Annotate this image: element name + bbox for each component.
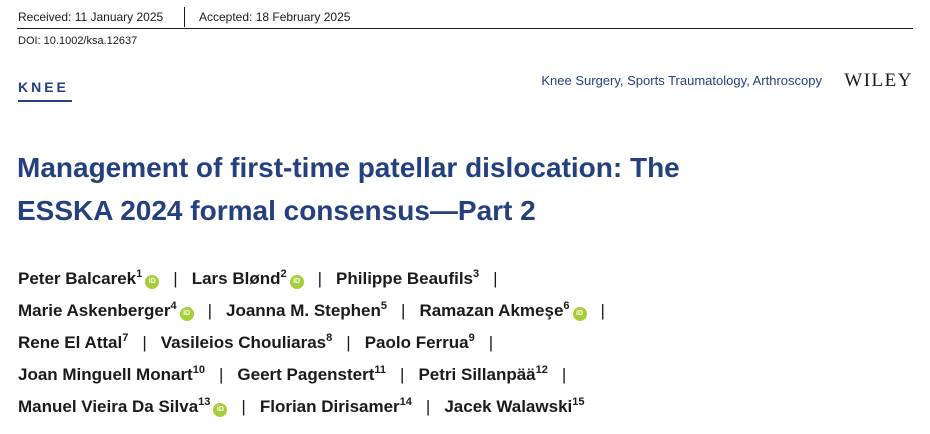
author-name: Petri Sillanpää bbox=[418, 365, 536, 384]
author-name: Joan Minguell Monart bbox=[18, 365, 193, 384]
separator: | bbox=[425, 397, 431, 416]
author-name: Ramazan Akmeşe bbox=[419, 301, 564, 320]
author-line: Peter Balcarek1iD | Lars Blønd2iD | Philippe… bbox=[18, 263, 918, 295]
affiliation-number: 9 bbox=[468, 332, 475, 344]
author[interactable]: Philippe Beaufils3 bbox=[336, 268, 480, 289]
affiliation-number: 10 bbox=[192, 364, 205, 376]
affiliation-number: 7 bbox=[122, 332, 129, 344]
title-line-1: Management of first-time patellar disloc… bbox=[17, 152, 680, 183]
affiliation-number: 15 bbox=[572, 396, 585, 408]
author[interactable]: Joanna M. Stephen5 bbox=[225, 300, 388, 321]
author-name: Marie Askenberger bbox=[18, 301, 171, 320]
author-name: Geert Pagenstert bbox=[237, 365, 375, 384]
author-name: Jacek Walawski bbox=[444, 397, 573, 416]
author[interactable]: Manuel Vieira Da Silva13iD bbox=[18, 396, 228, 417]
title-line-2: ESSKA 2024 formal consensus—Part 2 bbox=[17, 195, 536, 226]
author-name: Vasileios Chouliaras bbox=[160, 333, 327, 352]
separator: | bbox=[600, 301, 605, 320]
author-name: Lars Blønd bbox=[191, 269, 281, 288]
author-line: Manuel Vieira Da Silva13iD | Florian Diris… bbox=[18, 391, 918, 423]
author-name: Manuel Vieira Da Silva bbox=[18, 397, 199, 416]
affiliation-number: 5 bbox=[380, 300, 388, 312]
author-line: Rene El Attal7 | Vasileios Chouliaras8 | Pao… bbox=[18, 327, 918, 359]
affiliation-number: 14 bbox=[399, 396, 412, 408]
separator: | bbox=[346, 333, 351, 352]
separator: | bbox=[400, 365, 405, 384]
separator: | bbox=[142, 333, 147, 352]
affiliation-number: 1 bbox=[136, 268, 143, 280]
author-name: Paolo Ferrua bbox=[364, 333, 469, 352]
accepted-date: Accepted: 18 February 2025 bbox=[199, 10, 351, 24]
journal-name[interactable]: Knee Surgery, Sports Traumatology, Arthr… bbox=[541, 73, 822, 88]
author[interactable]: Joan Minguell Monart10 bbox=[18, 364, 205, 385]
author[interactable]: Florian Dirisamer14 bbox=[259, 396, 412, 417]
author[interactable]: Rene El Attal7 bbox=[18, 332, 129, 353]
separator: | bbox=[317, 269, 323, 288]
affiliation-number: 12 bbox=[535, 364, 548, 376]
affiliation-number: 6 bbox=[563, 300, 570, 312]
author[interactable]: Geert Pagenstert11 bbox=[237, 364, 387, 385]
author[interactable]: Vasileios Chouliaras8 bbox=[160, 332, 333, 353]
author-list: Peter Balcarek1iD | Lars Blønd2iD | Philippe… bbox=[18, 263, 918, 423]
author-name: Rene El Attal bbox=[18, 333, 123, 352]
author[interactable]: Peter Balcarek1iD bbox=[18, 268, 160, 289]
doi[interactable]: DOI: 10.1002/ksa.12637 bbox=[18, 35, 138, 47]
separator: | bbox=[561, 365, 567, 384]
separator: | bbox=[173, 269, 178, 288]
affiliation-number: 8 bbox=[326, 332, 333, 344]
orcid-icon[interactable]: iD bbox=[179, 307, 194, 321]
received-date: Received: 11 January 2025 bbox=[18, 10, 164, 24]
orcid-icon[interactable]: iD bbox=[572, 307, 587, 321]
publisher-logo[interactable]: WILEY bbox=[844, 70, 913, 91]
separator: | bbox=[207, 301, 212, 320]
author[interactable]: Jacek Walawski15 bbox=[444, 396, 585, 417]
author-name: Philippe Beaufils bbox=[336, 269, 474, 288]
author-line: Joan Minguell Monart10 | Geert Pagenstert1… bbox=[18, 359, 918, 391]
orcid-icon[interactable]: iD bbox=[145, 275, 160, 289]
affiliation-number: 11 bbox=[374, 364, 387, 376]
separator: | bbox=[401, 301, 406, 320]
author[interactable]: Lars Blønd2iD bbox=[191, 268, 304, 289]
header-rule bbox=[17, 28, 913, 29]
affiliation-number: 4 bbox=[170, 300, 177, 312]
author[interactable]: Petri Sillanpää12 bbox=[418, 364, 548, 385]
author[interactable]: Paolo Ferrua9 bbox=[364, 332, 475, 353]
section-label: KNEE bbox=[18, 79, 69, 95]
affiliation-number: 2 bbox=[280, 268, 287, 280]
author-name: Peter Balcarek bbox=[18, 269, 137, 288]
author-line: Marie Askenberger4iD | Joanna M. Stephen5 |… bbox=[18, 295, 918, 327]
author[interactable]: Marie Askenberger4iD bbox=[18, 300, 194, 321]
separator: | bbox=[218, 365, 224, 384]
author[interactable]: Ramazan Akmeşe6iD bbox=[419, 300, 587, 321]
author-name: Florian Dirisamer bbox=[259, 397, 400, 416]
separator: | bbox=[493, 269, 498, 288]
separator: | bbox=[488, 333, 494, 352]
orcid-icon[interactable]: iD bbox=[213, 403, 228, 417]
author-name: Joanna M. Stephen bbox=[225, 301, 381, 320]
affiliation-number: 13 bbox=[198, 396, 211, 408]
article-title: Management of first-time patellar disloc… bbox=[17, 146, 877, 232]
separator: | bbox=[241, 397, 246, 416]
header-divider bbox=[184, 7, 185, 27]
affiliation-number: 3 bbox=[473, 268, 480, 280]
orcid-icon[interactable]: iD bbox=[289, 275, 304, 289]
section-underline bbox=[18, 100, 72, 102]
